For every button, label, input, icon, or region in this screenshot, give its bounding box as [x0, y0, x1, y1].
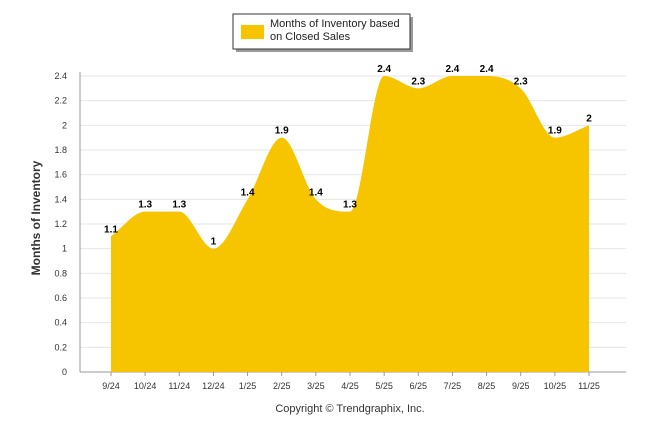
y-tick-label: 2.2	[54, 96, 67, 106]
legend-swatch	[241, 25, 264, 39]
y-tick-label: 2.4	[54, 71, 67, 81]
data-label: 1.9	[548, 126, 562, 137]
data-label: 1	[211, 237, 217, 248]
x-tick-label: 8/25	[478, 381, 496, 391]
data-label: 2.3	[411, 76, 425, 87]
legend: Months of Inventory based on Closed Sale…	[232, 13, 413, 52]
x-tick-label: 1/25	[239, 381, 257, 391]
x-tick-label: 2/25	[273, 381, 291, 391]
x-tick-label: 5/25	[375, 381, 393, 391]
x-tick-label: 9/24	[102, 381, 120, 391]
x-tick-label: 10/25	[544, 381, 567, 391]
x-tick-label: 10/24	[134, 381, 157, 391]
y-tick-label: 0.4	[54, 318, 67, 328]
x-tick-label: 7/25	[444, 381, 462, 391]
x-tick-label: 4/25	[341, 381, 359, 391]
x-tick-label: 12/24	[202, 381, 225, 391]
y-tick-label: 0.2	[54, 342, 67, 352]
x-tick-label: 11/25	[578, 381, 600, 391]
data-label: 1.4	[309, 187, 323, 198]
y-tick-label: 1.6	[54, 170, 67, 180]
data-label: 1.4	[241, 187, 255, 198]
data-label: 2.4	[445, 64, 459, 75]
y-tick-label: 1	[62, 244, 67, 254]
data-label: 2.3	[514, 76, 528, 87]
y-tick-label: 1.4	[54, 194, 67, 204]
y-tick-label: 1.8	[54, 145, 67, 155]
data-labels: 1.1 1.3 1.3 1 1.4 1.9 1.4 1.3 2.4 2.3 2.4 2.4 2.3 1.9…	[104, 64, 592, 248]
copyright-text: Copyright © Trendgraphix, Inc.	[275, 403, 424, 415]
x-tick-labels: 9/24 10/24 11/24 12/24 1/25 2/25 3/25 4/25 5/25 6…	[102, 372, 600, 391]
data-label: 2.4	[377, 64, 391, 75]
y-tick-label: 2	[62, 120, 67, 130]
data-label: 2.4	[480, 64, 494, 75]
x-tick-label: 9/25	[512, 381, 530, 391]
data-label: 1.3	[138, 200, 152, 211]
data-label: 1.1	[104, 224, 118, 235]
data-label: 1.3	[343, 200, 357, 211]
legend-line-2: on Closed Sales	[270, 31, 351, 43]
y-axis-label: Months of Inventory	[29, 160, 43, 275]
data-label: 1.3	[172, 200, 186, 211]
y-tick-label: 0.6	[54, 293, 67, 303]
y-tick-label: 1.2	[54, 219, 67, 229]
y-tick-label: 0.8	[54, 268, 67, 278]
y-tick-label: 0	[62, 367, 67, 377]
y-tick-labels: 0 0.2 0.4 0.6 0.8 1 1.2 1.4 1.6 1.8 2 2.2 2.4	[54, 71, 67, 377]
x-tick-label: 3/25	[307, 381, 325, 391]
x-tick-label: 6/25	[410, 381, 428, 391]
data-label: 2	[586, 113, 592, 124]
data-label: 1.9	[275, 126, 289, 137]
series-area-shape	[111, 76, 589, 372]
x-tick-label: 11/24	[168, 381, 190, 391]
series-area	[111, 76, 589, 372]
legend-line-1: Months of Inventory based	[270, 18, 400, 30]
